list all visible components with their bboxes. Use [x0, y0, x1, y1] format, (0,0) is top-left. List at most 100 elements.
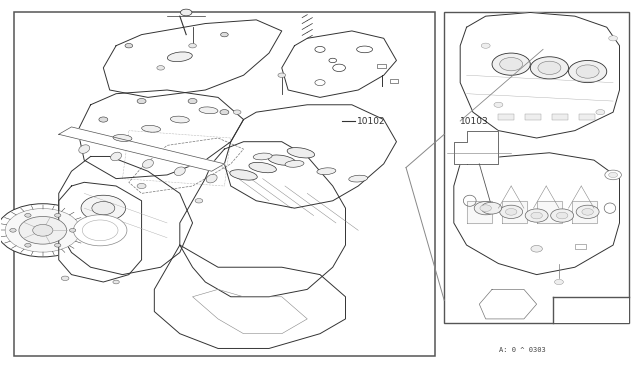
Circle shape [113, 280, 119, 284]
Circle shape [605, 170, 621, 180]
Circle shape [554, 279, 563, 285]
Polygon shape [454, 153, 620, 275]
Polygon shape [467, 201, 492, 223]
Bar [390, 79, 397, 83]
Circle shape [81, 195, 125, 221]
Circle shape [10, 228, 16, 232]
Text: 10103: 10103 [460, 116, 489, 125]
Circle shape [500, 58, 523, 71]
Ellipse shape [249, 162, 276, 173]
Polygon shape [225, 105, 396, 208]
Polygon shape [537, 201, 562, 223]
Circle shape [596, 110, 605, 115]
Polygon shape [454, 131, 499, 164]
Circle shape [180, 9, 192, 16]
Circle shape [234, 110, 241, 114]
Circle shape [137, 183, 146, 189]
Circle shape [500, 205, 523, 218]
Ellipse shape [206, 174, 217, 183]
Ellipse shape [253, 153, 272, 160]
Polygon shape [180, 142, 346, 297]
Polygon shape [103, 20, 282, 97]
Circle shape [157, 65, 164, 70]
Bar [552, 297, 629, 323]
Bar [14, 13, 435, 356]
Circle shape [481, 202, 502, 214]
Ellipse shape [285, 160, 304, 167]
Circle shape [609, 36, 618, 41]
Bar [579, 114, 595, 119]
Ellipse shape [199, 107, 218, 114]
Ellipse shape [170, 116, 189, 123]
Ellipse shape [167, 52, 192, 62]
Ellipse shape [317, 168, 336, 174]
Polygon shape [572, 201, 597, 223]
Circle shape [74, 215, 127, 246]
Circle shape [474, 202, 497, 215]
Ellipse shape [287, 148, 315, 158]
Text: A: 0 ^ 0303: A: 0 ^ 0303 [499, 347, 546, 353]
Ellipse shape [230, 170, 257, 180]
Ellipse shape [141, 125, 161, 132]
Bar [525, 114, 541, 119]
Circle shape [576, 65, 599, 78]
Circle shape [92, 202, 115, 215]
Circle shape [33, 224, 53, 236]
Ellipse shape [113, 135, 132, 141]
Polygon shape [59, 127, 225, 171]
Circle shape [61, 276, 69, 280]
Ellipse shape [349, 175, 368, 182]
Bar [552, 114, 568, 119]
Polygon shape [59, 157, 193, 275]
Circle shape [525, 209, 548, 222]
Circle shape [189, 44, 196, 48]
Circle shape [83, 220, 118, 241]
Text: 10102: 10102 [357, 116, 385, 125]
Polygon shape [502, 201, 527, 223]
Ellipse shape [174, 167, 185, 176]
Circle shape [494, 102, 503, 108]
Circle shape [5, 209, 81, 252]
Circle shape [582, 209, 593, 215]
Circle shape [531, 246, 542, 252]
Circle shape [550, 209, 573, 222]
Ellipse shape [143, 160, 154, 168]
Circle shape [538, 61, 561, 74]
Circle shape [25, 243, 31, 247]
Polygon shape [460, 13, 620, 138]
Circle shape [54, 214, 61, 217]
Bar [378, 64, 387, 68]
Circle shape [278, 73, 285, 77]
Circle shape [125, 44, 132, 48]
Polygon shape [479, 289, 537, 319]
Bar [499, 114, 515, 119]
Circle shape [25, 214, 31, 217]
Circle shape [195, 199, 203, 203]
Circle shape [481, 43, 490, 48]
Circle shape [99, 117, 108, 122]
Circle shape [480, 205, 492, 211]
Circle shape [556, 212, 568, 219]
Circle shape [221, 32, 228, 37]
Circle shape [220, 110, 229, 115]
Bar [444, 13, 629, 323]
Polygon shape [59, 182, 141, 282]
Circle shape [506, 209, 517, 215]
Polygon shape [154, 245, 346, 349]
Circle shape [568, 61, 607, 83]
Circle shape [54, 243, 61, 247]
Ellipse shape [268, 155, 296, 165]
Circle shape [531, 57, 568, 79]
Ellipse shape [79, 145, 90, 153]
Circle shape [576, 205, 599, 218]
Circle shape [0, 204, 89, 257]
Circle shape [492, 53, 531, 75]
Circle shape [531, 212, 542, 219]
Ellipse shape [111, 152, 122, 161]
Bar [575, 244, 586, 249]
Polygon shape [282, 31, 396, 97]
Circle shape [19, 217, 67, 244]
Circle shape [137, 99, 146, 104]
Circle shape [188, 99, 197, 104]
Polygon shape [78, 90, 244, 179]
